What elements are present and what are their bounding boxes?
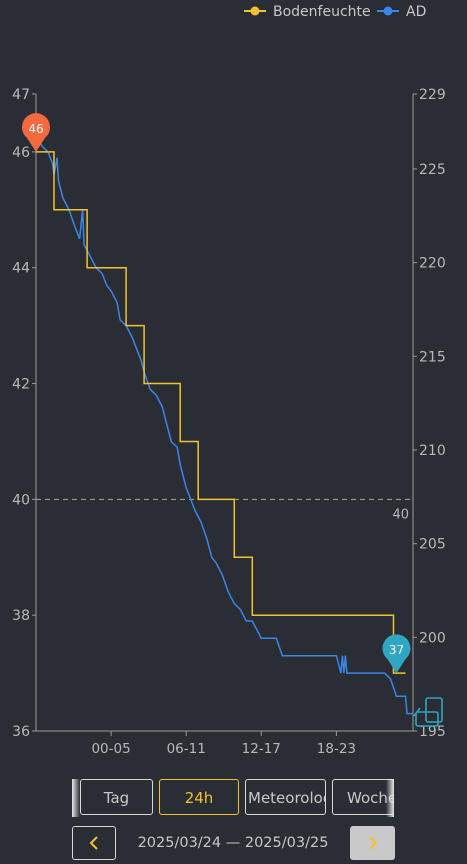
legend-label: AD: [406, 4, 426, 20]
left-tick-label: 47: [12, 87, 30, 103]
right-tick-label: 220: [419, 256, 446, 272]
series-line-ad: [35, 134, 413, 715]
legend-dot: [250, 6, 260, 16]
reference-line: 40: [36, 498, 413, 522]
tab-woche[interactable]: Woche: [332, 779, 394, 815]
series-line-bodenfeuchte: [36, 151, 406, 674]
left-tick-label: 44: [12, 261, 30, 277]
right-tick-label: 200: [419, 630, 446, 646]
right-tick-label: 195: [419, 724, 446, 740]
tabs-scroll-fade-right: [386, 779, 394, 817]
data-layers-icon[interactable]: [413, 697, 443, 727]
legend-label: Bodenfeuchte: [273, 4, 371, 20]
next-day-button[interactable]: [350, 826, 395, 860]
chart-axes: 36 38 40 42 44 46 47 195 200 205 210 215 220 225 229 00…: [12, 87, 446, 757]
marker-pin-shape: [382, 634, 411, 674]
marker-pin-46: 46: [22, 113, 50, 152]
marker-pin-shape: [22, 113, 50, 152]
x-tick-label: 00-05: [91, 741, 130, 757]
left-tick-label: 38: [12, 608, 30, 624]
right-tick-label: 210: [419, 443, 446, 459]
marker-pin-label: 46: [28, 122, 43, 136]
tab-24h[interactable]: 24h: [159, 779, 239, 815]
marker-pin-label: 37: [389, 643, 404, 657]
x-tick-label: 12-17: [242, 741, 281, 757]
chevron-right-icon: [368, 836, 377, 850]
line-chart: Bodenfeuchte AD 36 38 40 42 44 46 47 195 200 205 21…: [12, 4, 446, 757]
left-tick-label: 40: [12, 492, 30, 508]
date-range-label: 2025/03/24 — 2025/03/25: [137, 835, 329, 851]
marker-pin-37: 37: [382, 634, 411, 674]
left-tick-label: 42: [12, 377, 30, 393]
chevron-left-icon: [89, 836, 98, 850]
right-tick-label: 205: [419, 537, 446, 553]
x-tick-label: 06-11: [167, 741, 206, 757]
right-tick-label: 215: [419, 349, 446, 365]
range-tabs: Tag 24h Meteorolog Woche: [72, 779, 394, 817]
tab-tag[interactable]: Tag: [80, 779, 153, 815]
legend-dot: [383, 6, 393, 16]
left-tick-label: 46: [12, 145, 30, 161]
chart-markers: 46 37: [22, 113, 411, 674]
reference-line-label: 40: [392, 507, 409, 522]
chart-series: [35, 134, 413, 715]
tabs-scroll-fade-left: [72, 779, 80, 817]
previous-day-button[interactable]: [72, 826, 116, 860]
x-tick-label: 18-23: [317, 741, 356, 757]
right-tick-label: 225: [419, 162, 446, 178]
tab-meteorologisch[interactable]: Meteorolog: [245, 779, 326, 815]
right-tick-label: 229: [419, 87, 446, 103]
left-tick-label: 36: [12, 724, 30, 740]
chart-legend: Bodenfeuchte AD: [244, 4, 426, 20]
